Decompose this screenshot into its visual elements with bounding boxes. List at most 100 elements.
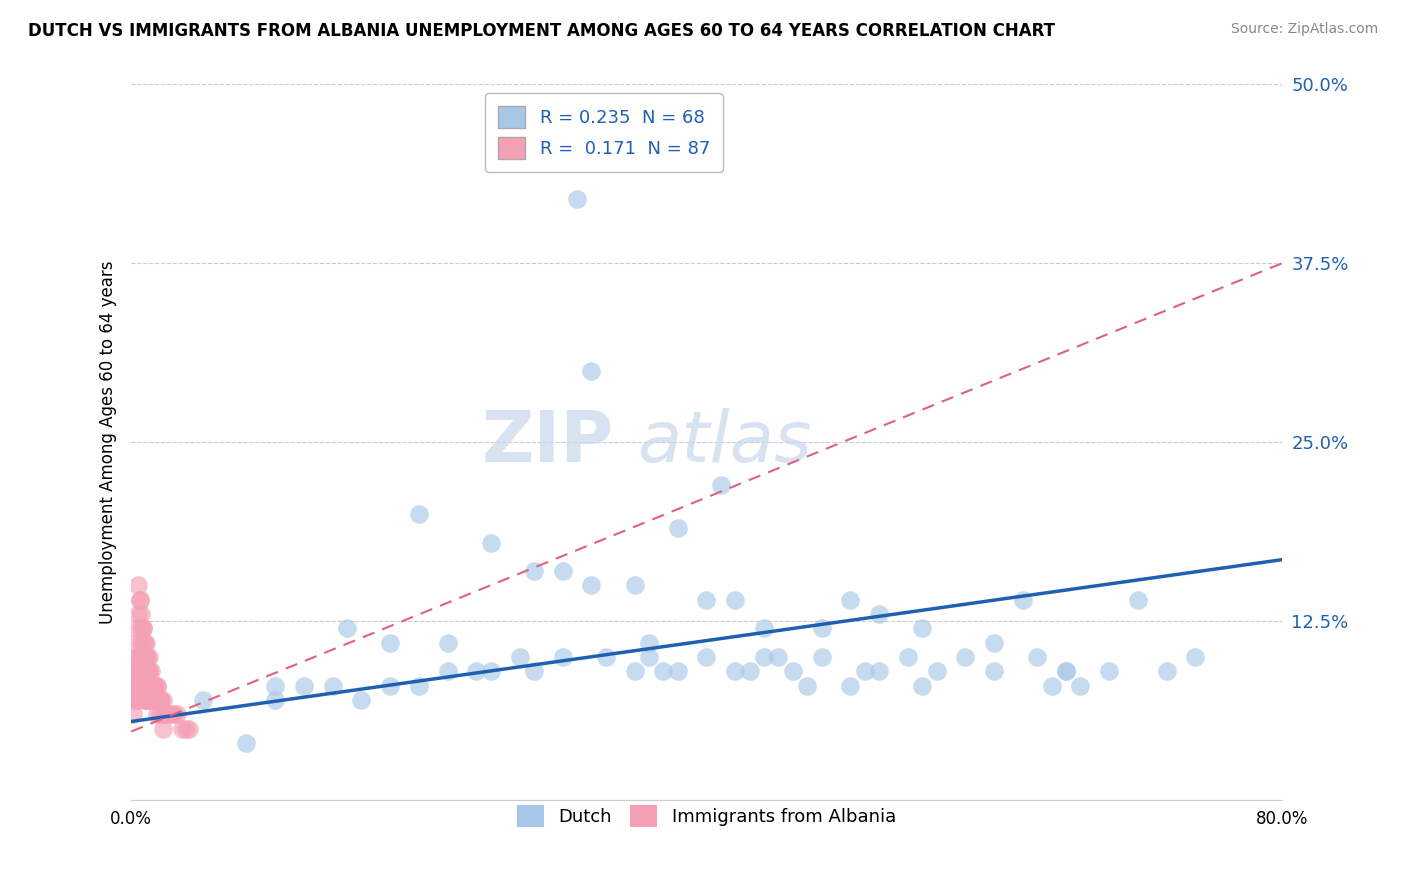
Point bbox=[666, 665, 689, 679]
Point bbox=[155, 707, 177, 722]
Point bbox=[145, 693, 167, 707]
Point bbox=[124, 665, 146, 679]
Point bbox=[1012, 592, 1035, 607]
Point bbox=[810, 650, 832, 665]
Point bbox=[146, 693, 169, 707]
Point bbox=[436, 665, 458, 679]
Point bbox=[160, 707, 183, 722]
Point bbox=[135, 679, 157, 693]
Point bbox=[127, 693, 149, 707]
Point bbox=[149, 693, 172, 707]
Point bbox=[135, 650, 157, 665]
Point bbox=[983, 665, 1005, 679]
Point bbox=[136, 679, 159, 693]
Point bbox=[695, 650, 717, 665]
Point bbox=[134, 636, 156, 650]
Point bbox=[124, 636, 146, 650]
Point bbox=[122, 693, 145, 707]
Point bbox=[350, 693, 373, 707]
Point bbox=[132, 622, 155, 636]
Point bbox=[146, 707, 169, 722]
Point bbox=[378, 679, 401, 693]
Point bbox=[134, 665, 156, 679]
Text: atlas: atlas bbox=[637, 408, 813, 477]
Point bbox=[127, 650, 149, 665]
Point bbox=[131, 636, 153, 650]
Point bbox=[551, 564, 574, 578]
Point bbox=[136, 650, 159, 665]
Point bbox=[138, 693, 160, 707]
Point bbox=[136, 693, 159, 707]
Point bbox=[436, 636, 458, 650]
Point bbox=[1156, 665, 1178, 679]
Point bbox=[853, 665, 876, 679]
Point bbox=[128, 592, 150, 607]
Point bbox=[134, 693, 156, 707]
Point bbox=[141, 679, 163, 693]
Point bbox=[796, 679, 818, 693]
Point bbox=[149, 693, 172, 707]
Point bbox=[174, 722, 197, 736]
Point bbox=[666, 521, 689, 535]
Point bbox=[131, 679, 153, 693]
Point bbox=[152, 693, 174, 707]
Point bbox=[595, 650, 617, 665]
Point bbox=[868, 665, 890, 679]
Point bbox=[132, 665, 155, 679]
Point bbox=[408, 679, 430, 693]
Point bbox=[925, 665, 948, 679]
Point bbox=[143, 679, 166, 693]
Point bbox=[170, 722, 193, 736]
Point bbox=[128, 665, 150, 679]
Point bbox=[652, 665, 675, 679]
Point bbox=[141, 679, 163, 693]
Point bbox=[143, 679, 166, 693]
Point bbox=[152, 722, 174, 736]
Point bbox=[135, 665, 157, 679]
Point bbox=[768, 650, 790, 665]
Point bbox=[738, 665, 761, 679]
Point bbox=[264, 693, 287, 707]
Point bbox=[135, 636, 157, 650]
Point bbox=[911, 622, 934, 636]
Point bbox=[135, 693, 157, 707]
Point bbox=[752, 622, 775, 636]
Point bbox=[138, 665, 160, 679]
Text: DUTCH VS IMMIGRANTS FROM ALBANIA UNEMPLOYMENT AMONG AGES 60 TO 64 YEARS CORRELAT: DUTCH VS IMMIGRANTS FROM ALBANIA UNEMPLO… bbox=[28, 22, 1054, 40]
Point bbox=[408, 507, 430, 521]
Point bbox=[127, 665, 149, 679]
Legend: Dutch, Immigrants from Albania: Dutch, Immigrants from Albania bbox=[510, 797, 903, 834]
Point bbox=[1026, 650, 1049, 665]
Point bbox=[581, 578, 603, 592]
Point bbox=[724, 592, 747, 607]
Point bbox=[1040, 679, 1063, 693]
Point bbox=[638, 636, 661, 650]
Point bbox=[523, 665, 546, 679]
Point bbox=[724, 665, 747, 679]
Point bbox=[131, 607, 153, 621]
Point bbox=[142, 679, 165, 693]
Point bbox=[127, 578, 149, 592]
Point bbox=[156, 707, 179, 722]
Point bbox=[177, 722, 200, 736]
Point bbox=[465, 665, 488, 679]
Point bbox=[336, 622, 359, 636]
Point bbox=[127, 679, 149, 693]
Point bbox=[163, 707, 186, 722]
Point bbox=[322, 679, 344, 693]
Point bbox=[509, 650, 531, 665]
Point bbox=[149, 707, 172, 722]
Text: Source: ZipAtlas.com: Source: ZipAtlas.com bbox=[1230, 22, 1378, 37]
Point bbox=[983, 636, 1005, 650]
Point bbox=[710, 478, 733, 492]
Point bbox=[143, 693, 166, 707]
Point bbox=[125, 665, 148, 679]
Y-axis label: Unemployment Among Ages 60 to 64 years: Unemployment Among Ages 60 to 64 years bbox=[100, 260, 117, 624]
Point bbox=[138, 650, 160, 665]
Point bbox=[132, 650, 155, 665]
Point bbox=[810, 622, 832, 636]
Point bbox=[955, 650, 977, 665]
Point bbox=[551, 650, 574, 665]
Point bbox=[523, 564, 546, 578]
Point bbox=[1054, 665, 1077, 679]
